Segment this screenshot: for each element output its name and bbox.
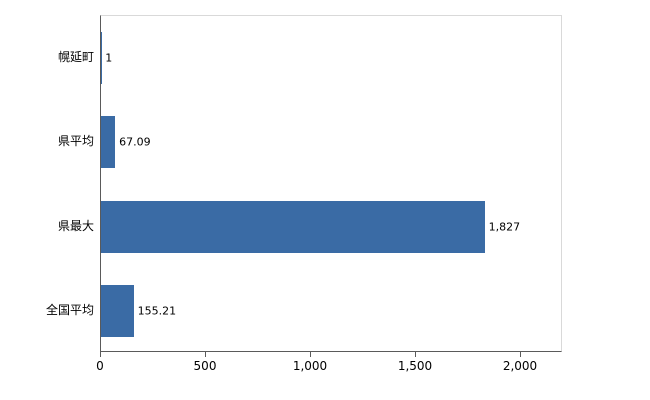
bar-value-label: 67.09: [119, 135, 151, 149]
category-label: 幌延町: [57, 50, 94, 65]
bar: [101, 116, 116, 169]
x-tick-mark: [520, 352, 521, 357]
x-tick-mark: [415, 352, 416, 357]
x-tick-mark: [310, 352, 311, 357]
x-tick-label: 0: [96, 359, 104, 373]
category-label: 県平均: [57, 134, 94, 149]
category-label: 全国平均: [45, 302, 94, 317]
x-tick-mark: [100, 352, 101, 357]
category-label: 県最大: [57, 218, 94, 233]
bar-value-label: 1: [105, 51, 113, 65]
bar: [101, 200, 485, 253]
x-tick-label: 1,000: [292, 359, 328, 373]
bar-value-label: 1,827: [488, 220, 521, 234]
x-tick-mark: [205, 352, 206, 357]
x-tick-label: 1,500: [397, 359, 433, 373]
x-tick-label: 2,000: [502, 359, 538, 373]
x-tick-label: 500: [193, 359, 217, 373]
bar-value-label: 155.21: [137, 304, 177, 318]
bar: [101, 284, 134, 337]
plot-area: 1 67.09 1,827 155.21: [100, 15, 562, 352]
